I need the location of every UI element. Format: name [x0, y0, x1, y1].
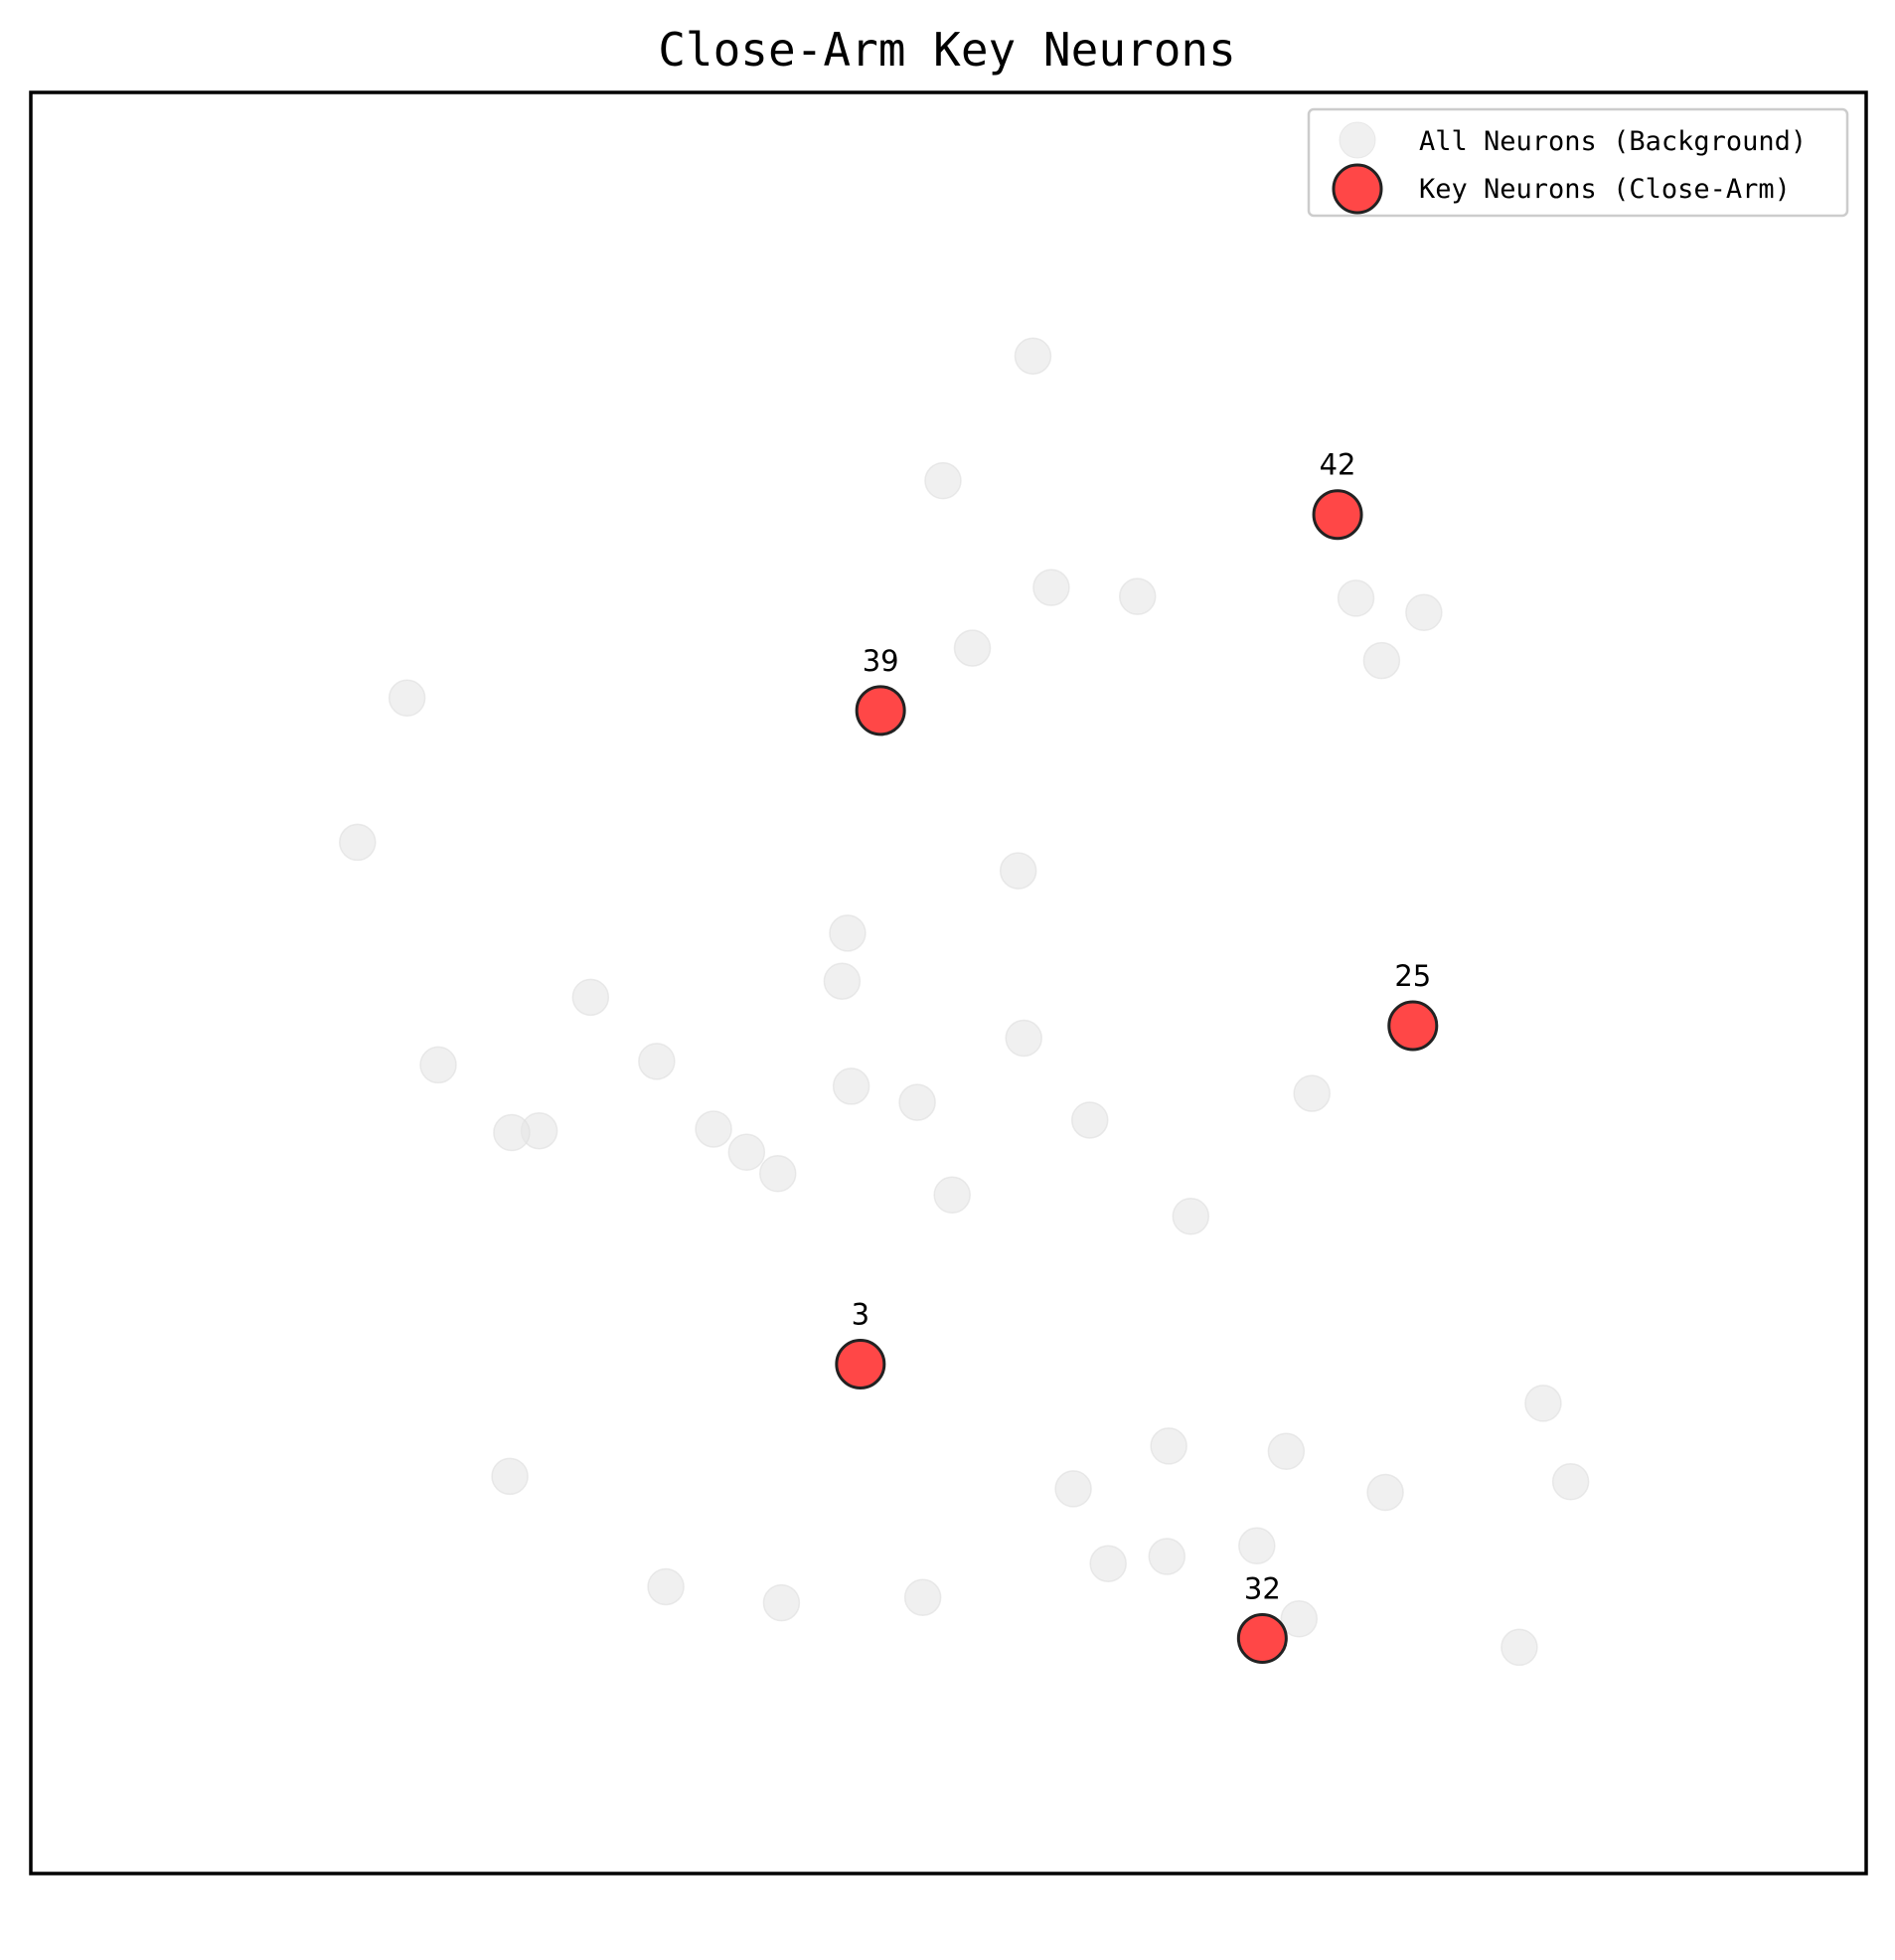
- background-neuron-point: [1524, 1385, 1562, 1422]
- background-neuron-point: [1362, 641, 1401, 680]
- legend: All Neurons (Background) Key Neurons (Cl…: [1307, 107, 1849, 218]
- background-neuron-point: [1551, 1463, 1590, 1501]
- background-neuron-point: [1148, 1538, 1186, 1575]
- legend-marker-key: [1332, 163, 1383, 215]
- background-neuron-point: [491, 1457, 529, 1496]
- background-neuron-point: [999, 852, 1037, 890]
- background-neuron-point: [571, 978, 610, 1017]
- background-neuron-point: [1150, 1427, 1187, 1465]
- background-neuron-point: [1172, 1198, 1210, 1235]
- background-neuron-point: [493, 1113, 531, 1152]
- background-neuron-point: [1405, 593, 1443, 632]
- chart-title: Close-Arm Key Neurons: [658, 23, 1236, 77]
- background-neuron-point: [903, 1578, 942, 1616]
- background-neuron-point: [647, 1567, 685, 1606]
- key-points-group: [835, 489, 1439, 1664]
- key-neuron-point-42: [1312, 489, 1363, 541]
- background-neuron-point: [1337, 579, 1375, 617]
- background-neuron-point: [419, 1046, 457, 1084]
- background-neuron-point: [727, 1133, 766, 1171]
- key-neuron-point-3: [835, 1338, 886, 1389]
- legend-label-background: All Neurons (Background): [1419, 126, 1807, 157]
- key-neuron-label-32: 32: [1244, 1571, 1281, 1605]
- background-neuron-point: [1005, 1019, 1042, 1058]
- background-points-group: [339, 337, 1590, 1667]
- background-neuron-point: [1089, 1545, 1127, 1582]
- legend-label-key: Key Neurons (Close-Arm): [1419, 174, 1791, 205]
- background-neuron-point: [1500, 1628, 1538, 1667]
- legend-marker-background: [1339, 121, 1376, 159]
- background-neuron-point: [388, 679, 426, 718]
- background-neuron-point: [1054, 1470, 1092, 1508]
- background-neuron-point: [832, 1067, 870, 1105]
- background-neuron-point: [1070, 1101, 1109, 1139]
- plot-frame: [29, 90, 1868, 1876]
- background-neuron-point: [1032, 569, 1070, 606]
- background-neuron-point: [1014, 337, 1052, 375]
- key-neuron-label-42: 42: [1320, 448, 1356, 482]
- background-neuron-point: [1293, 1074, 1331, 1112]
- key-neuron-point-39: [855, 685, 906, 736]
- background-neuron-point: [1366, 1473, 1404, 1512]
- background-neuron-point: [339, 823, 377, 862]
- background-neuron-point: [695, 1110, 732, 1148]
- key-neuron-point-25: [1387, 1000, 1439, 1052]
- legend-box: [1307, 107, 1849, 218]
- background-neuron-point: [1118, 577, 1157, 615]
- key-labels-group: 42 39 25 3 32: [852, 448, 1432, 1606]
- key-neuron-label-3: 3: [852, 1297, 869, 1331]
- key-neuron-point-32: [1236, 1612, 1288, 1664]
- key-neuron-label-25: 25: [1394, 959, 1431, 993]
- background-neuron-point: [953, 629, 992, 667]
- background-neuron-point: [823, 962, 862, 1000]
- background-neuron-point: [933, 1176, 971, 1214]
- background-neuron-point: [829, 914, 867, 952]
- background-neuron-point: [1238, 1527, 1276, 1565]
- background-neuron-point: [1280, 1599, 1319, 1638]
- background-neuron-point: [898, 1083, 936, 1121]
- plot-area: 42 39 25 3 32: [29, 90, 1868, 1876]
- key-neuron-label-39: 39: [863, 644, 899, 678]
- background-neuron-point: [1267, 1432, 1306, 1471]
- background-neuron-point: [924, 461, 962, 500]
- background-neuron-point: [758, 1154, 797, 1193]
- background-neuron-point: [638, 1043, 676, 1080]
- background-neuron-point: [762, 1583, 801, 1622]
